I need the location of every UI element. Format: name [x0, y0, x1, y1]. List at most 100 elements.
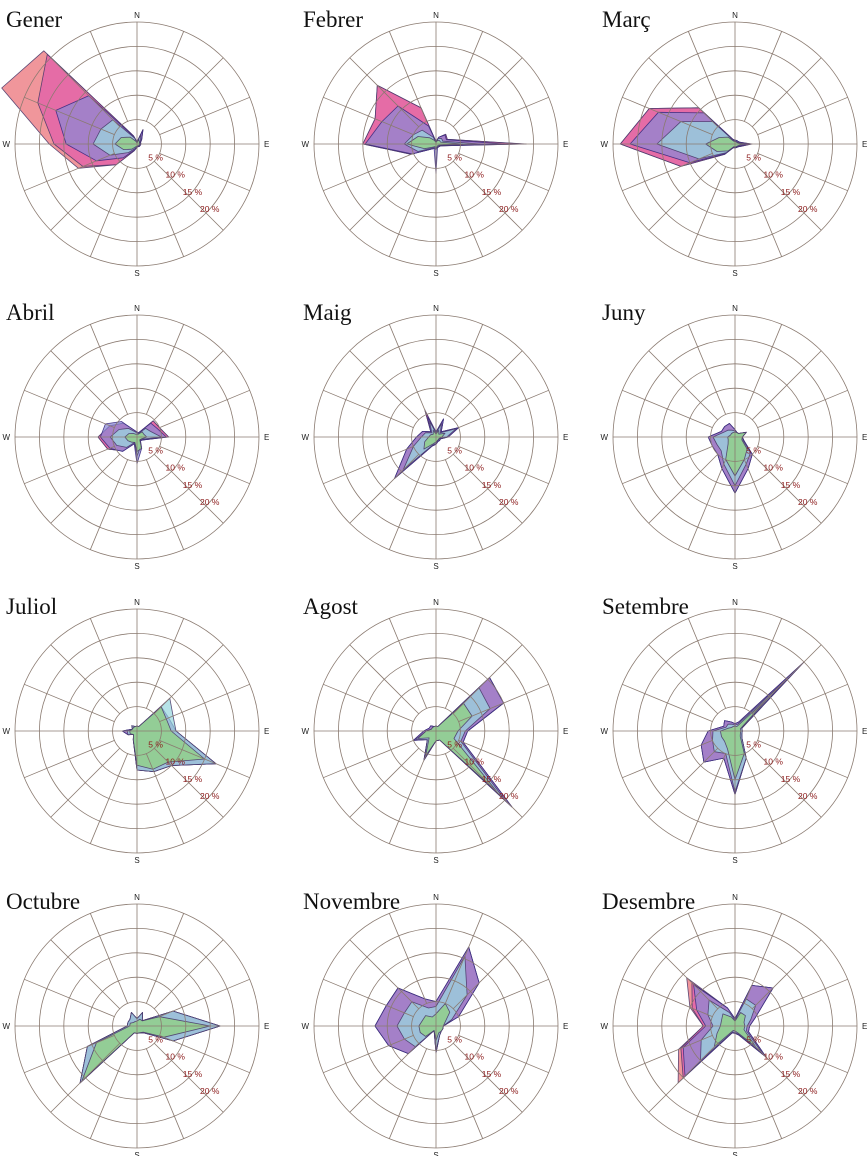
spoke-nw	[648, 57, 719, 128]
spoke-ne	[751, 644, 822, 715]
spoke-nw	[349, 644, 420, 715]
compass-label-e: E	[862, 727, 867, 736]
spoke-wsw	[323, 445, 414, 485]
spoke-ssw	[687, 166, 727, 257]
spoke-ssw	[89, 1048, 129, 1139]
spoke-nw	[349, 939, 420, 1010]
ring-label: 5 %	[148, 152, 163, 162]
ring-label: 20 %	[798, 497, 818, 507]
spoke-ssw	[687, 753, 727, 844]
wind-rose-desembre: N S E W 5 %10 % 15 % 20 % Desembre	[600, 889, 867, 1156]
compass-label-w: W	[301, 727, 309, 736]
spoke-ne	[452, 57, 523, 128]
spoke-wsw	[24, 1034, 115, 1074]
spoke-wsw	[24, 445, 115, 485]
wind-rose-gener: N S E W 5 %10 % 15 % 20 % Gener	[1, 7, 269, 278]
spoke-nne	[743, 324, 783, 415]
spoke-sw	[50, 1042, 121, 1113]
ring-label: 15 %	[183, 187, 203, 197]
compass-label-n: N	[134, 893, 140, 902]
spoke-nne	[444, 31, 484, 122]
spoke-se	[751, 160, 822, 231]
spoke-ese	[757, 1034, 848, 1074]
spoke-ne	[153, 350, 224, 421]
spoke-nne	[743, 913, 783, 1004]
month-title: Desembre	[602, 889, 695, 914]
spoke-nnw	[388, 324, 428, 415]
spoke-ene	[458, 96, 549, 136]
spoke-ese	[458, 1034, 549, 1074]
spoke-se	[452, 1042, 523, 1113]
month-title: Maig	[303, 300, 352, 325]
month-title: Abril	[6, 300, 55, 325]
spoke-wnw	[24, 389, 115, 429]
spoke-wnw	[323, 978, 414, 1018]
spoke-sse	[145, 1048, 185, 1139]
compass-label-n: N	[433, 11, 439, 20]
spoke-nnw	[89, 618, 129, 709]
spoke-ssw	[388, 753, 428, 844]
spoke-ene	[159, 389, 250, 429]
ring-label: 20 %	[499, 1086, 519, 1096]
spoke-wsw	[323, 152, 414, 192]
spoke-ese	[159, 152, 250, 192]
spoke-ssw	[89, 459, 129, 550]
compass-label-w: W	[600, 1022, 608, 1031]
spoke-nw	[50, 644, 121, 715]
spoke-nw	[50, 350, 121, 421]
ring-label: 5 %	[447, 152, 462, 162]
spoke-ese	[159, 1034, 250, 1074]
spoke-nne	[145, 324, 185, 415]
spoke-ssw	[388, 166, 428, 257]
spoke-nw	[349, 57, 420, 128]
compass-label-n: N	[134, 11, 140, 20]
ring-label: 20 %	[499, 204, 519, 214]
spoke-sse	[444, 459, 484, 550]
compass-label-w: W	[301, 433, 309, 442]
wind-rose-maig: N S E W 5 %10 % 15 % 20 % Maig	[301, 300, 568, 571]
spoke-sw	[50, 747, 121, 818]
spoke-ssw	[388, 1048, 428, 1139]
spoke-sw	[648, 747, 719, 818]
spoke-ene	[757, 683, 848, 723]
spoke-ene	[757, 389, 848, 429]
spoke-nne	[743, 31, 783, 122]
compass-label-w: W	[600, 140, 608, 149]
ring-label: 5 %	[447, 445, 462, 455]
spoke-nne	[444, 618, 484, 709]
spoke-sse	[743, 753, 783, 844]
spoke-sw	[349, 453, 420, 524]
ring-label: 15 %	[482, 187, 502, 197]
spoke-wsw	[622, 445, 713, 485]
ring-label: 10 %	[764, 463, 784, 473]
spoke-wnw	[622, 978, 713, 1018]
spoke-se	[751, 1042, 822, 1113]
compass-label-w: W	[2, 433, 10, 442]
ring-label: 5 %	[148, 739, 163, 749]
compass-label-e: E	[264, 727, 269, 736]
spoke-sw	[349, 747, 420, 818]
spoke-wnw	[24, 96, 115, 136]
month-title: Juny	[602, 300, 646, 325]
wind-rose-octubre: N S E W 5 %10 % 15 % 20 % Octubre	[2, 889, 269, 1156]
spoke-ne	[751, 57, 822, 128]
spoke-wnw	[24, 683, 115, 723]
compass-label-s: S	[134, 562, 139, 571]
spoke-wsw	[622, 152, 713, 192]
spoke-nnw	[687, 324, 727, 415]
spoke-se	[751, 453, 822, 524]
spoke-sw	[50, 160, 121, 231]
spoke-nw	[50, 939, 121, 1010]
spoke-ese	[458, 445, 549, 485]
ring-label: 5 %	[746, 739, 761, 749]
spoke-nne	[444, 324, 484, 415]
ring-label: 15 %	[482, 1069, 502, 1079]
spoke-ne	[452, 939, 523, 1010]
spoke-nnw	[388, 618, 428, 709]
compass-label-n: N	[732, 304, 738, 313]
ring-label: 15 %	[781, 480, 801, 490]
spoke-se	[452, 160, 523, 231]
compass-label-w: W	[301, 140, 309, 149]
ring-label: 10 %	[166, 1052, 186, 1062]
